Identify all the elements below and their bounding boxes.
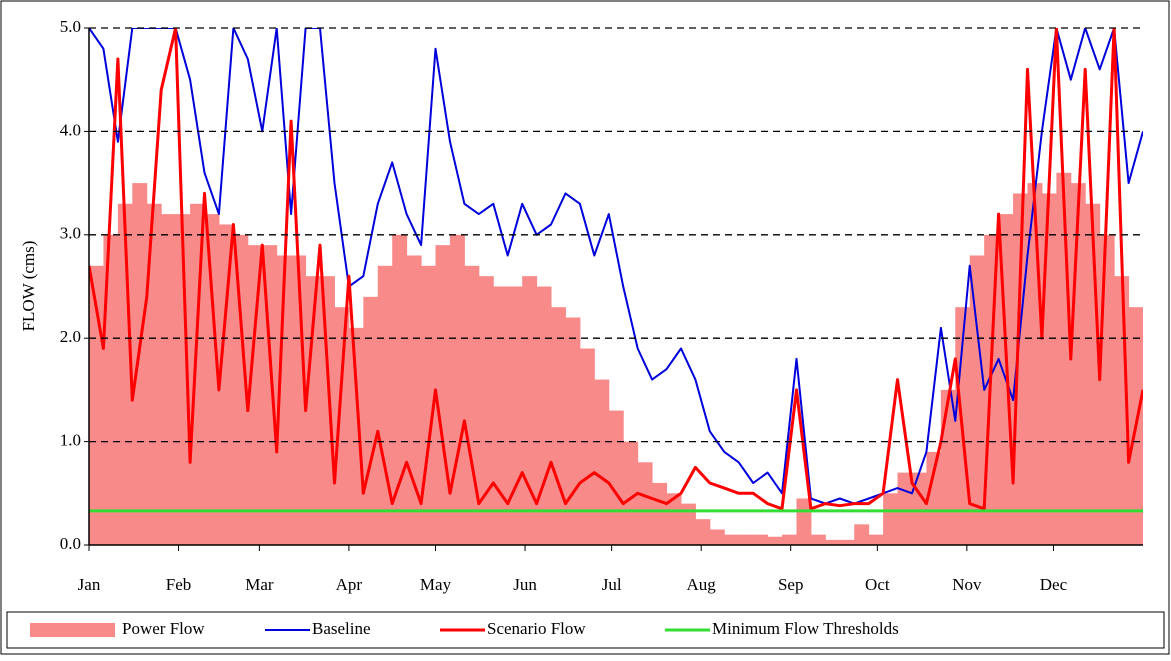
- x-tick-label: Mar: [245, 575, 274, 594]
- bar: [478, 276, 494, 545]
- x-tick-label: Nov: [952, 575, 982, 594]
- y-tick-label: 5.0: [60, 17, 81, 36]
- bar: [103, 234, 119, 545]
- bar: [363, 296, 379, 545]
- x-tick-label: Jul: [602, 575, 622, 594]
- x-tick-label: Aug: [687, 575, 717, 594]
- x-tick-label: Jun: [513, 575, 537, 594]
- bar: [652, 482, 668, 545]
- bar: [623, 441, 639, 545]
- bar: [868, 534, 884, 545]
- bar: [810, 534, 826, 545]
- x-tick-label: Dec: [1040, 575, 1068, 594]
- bar: [767, 536, 783, 545]
- bar: [551, 307, 566, 545]
- bar: [883, 493, 899, 545]
- bar: [1041, 193, 1057, 545]
- x-tick-label: May: [420, 575, 452, 594]
- legend-swatch: [30, 623, 115, 637]
- bar: [305, 276, 321, 545]
- bar: [854, 524, 870, 545]
- bar: [1143, 318, 1158, 545]
- x-tick-label: Jan: [78, 575, 101, 594]
- y-tick-label: 0.0: [60, 534, 81, 553]
- bar: [695, 519, 711, 545]
- bar: [839, 539, 855, 545]
- bar: [984, 234, 1000, 545]
- bar: [233, 234, 249, 545]
- x-tick-label: Sep: [778, 575, 804, 594]
- bar: [218, 224, 234, 545]
- bar: [738, 534, 754, 545]
- bar: [522, 276, 538, 545]
- bar: [753, 534, 769, 545]
- bar: [449, 234, 465, 545]
- bar: [782, 534, 797, 545]
- bar: [897, 472, 913, 545]
- bar: [464, 265, 480, 545]
- bar: [320, 276, 335, 545]
- bar: [911, 472, 927, 545]
- bar: [190, 203, 206, 545]
- bar: [334, 307, 350, 545]
- line-series: [89, 28, 1143, 505]
- bar: [724, 534, 740, 545]
- bar: [204, 214, 220, 545]
- bar: [493, 286, 509, 545]
- legend-label: Power Flow: [122, 619, 205, 638]
- x-tick-label: Feb: [166, 575, 192, 594]
- bar: [435, 245, 451, 545]
- y-tick-label: 3.0: [60, 224, 81, 243]
- legend-label: Baseline: [312, 619, 371, 638]
- x-tick-label: Apr: [336, 575, 363, 594]
- bar: [579, 348, 595, 545]
- bar: [709, 529, 725, 545]
- bar: [926, 451, 942, 545]
- bar: [348, 327, 364, 545]
- bar: [1099, 234, 1115, 545]
- y-tick-label: 2.0: [60, 327, 81, 346]
- bar: [247, 245, 263, 545]
- y-axis-label: FLOW (cms): [19, 241, 38, 332]
- bar: [536, 286, 552, 545]
- legend-label: Scenario Flow: [487, 619, 586, 638]
- x-tick-label: Oct: [865, 575, 890, 594]
- bar: [132, 183, 148, 545]
- line-series: [89, 28, 1143, 511]
- bar: [276, 255, 292, 545]
- bar: [608, 410, 624, 545]
- legend-label: Minimum Flow Thresholds: [712, 619, 899, 638]
- bar: [377, 265, 393, 545]
- bar: [507, 286, 523, 545]
- bar: [146, 203, 162, 545]
- legend-box: [6, 611, 1165, 649]
- bar: [175, 214, 191, 545]
- plot-area: [89, 28, 1158, 545]
- bar: [594, 379, 610, 545]
- bar: [825, 539, 841, 545]
- bar: [161, 214, 177, 545]
- bar: [666, 493, 682, 545]
- bar: [637, 462, 653, 545]
- bar: [262, 245, 278, 545]
- y-tick-label: 1.0: [60, 431, 81, 450]
- bar: [680, 503, 696, 545]
- bar: [969, 255, 985, 545]
- y-tick-label: 4.0: [60, 120, 81, 139]
